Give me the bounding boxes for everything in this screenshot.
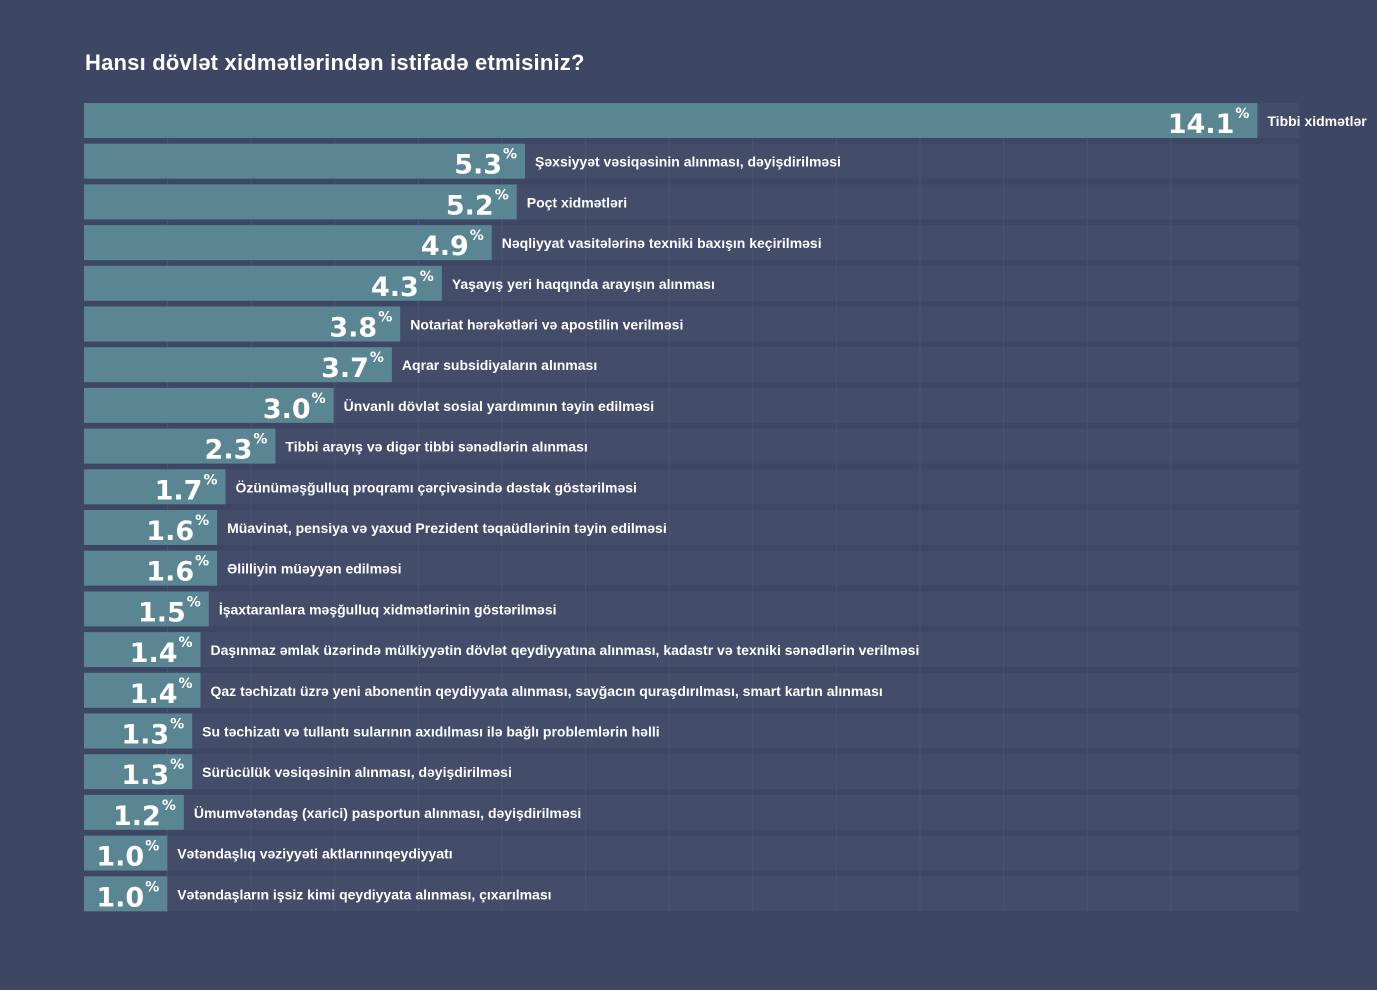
category-label: Özünüməşğulluq proqramı çərçivəsində dəs…: [235, 479, 636, 495]
category-label: İşaxtaranlara məşğulluq xidmətlərinin gö…: [219, 601, 557, 617]
value-label: 2.3: [205, 435, 253, 466]
bar-track: [84, 469, 1299, 505]
bar-track: [84, 876, 1299, 912]
category-label: Qaz təchizatı üzrə yeni abonentin qeydiy…: [211, 683, 883, 699]
value-unit: %: [178, 676, 192, 692]
value-unit: %: [503, 147, 517, 163]
value-label: 1.0: [96, 882, 144, 913]
category-label: Nəqliyyat vasitələrinə texniki baxışın k…: [502, 235, 822, 251]
value-label: 1.4: [130, 638, 178, 669]
category-label: Tibbi arayış və digər tibbi sənədlərin a…: [285, 439, 587, 455]
value-label: 3.8: [329, 313, 377, 344]
bar: [84, 225, 492, 261]
category-label: Ümumvətəndaş (xarici) pasportun alınması…: [194, 805, 581, 821]
value-label: 3.0: [263, 394, 311, 425]
category-label: Poçt xidmətləri: [527, 194, 627, 210]
value-label: 1.7: [155, 475, 203, 506]
value-unit: %: [312, 391, 326, 407]
value-unit: %: [145, 839, 159, 855]
value-label: 1.0: [96, 842, 144, 873]
bar: [84, 265, 442, 301]
bar: [84, 632, 201, 668]
value-unit: %: [370, 350, 384, 366]
value-label: 4.3: [371, 272, 419, 303]
bar-track: [84, 672, 1299, 708]
bar: [84, 347, 392, 383]
value-unit: %: [170, 717, 184, 733]
value-label: 3.7: [321, 353, 369, 384]
value-unit: %: [170, 757, 184, 773]
bar: [84, 428, 276, 464]
value-unit: %: [1235, 106, 1249, 122]
bar: [84, 713, 193, 749]
value-unit: %: [253, 432, 267, 448]
value-unit: %: [195, 513, 209, 529]
value-unit: %: [178, 635, 192, 651]
category-label: Daşınmaz əmlak üzərində mülkiyyətin dövl…: [211, 642, 920, 658]
value-unit: %: [420, 269, 434, 285]
category-label: Su təchizatı və tullantı sularının axıdı…: [202, 724, 659, 740]
bar-track: [84, 591, 1299, 627]
value-unit: %: [195, 554, 209, 570]
bar: [84, 876, 168, 912]
value-unit: %: [145, 879, 159, 895]
value-unit: %: [470, 228, 484, 244]
chart-title: Hansı dövlət xidmətlərindən istifadə etm…: [85, 50, 585, 75]
bar-track: [84, 713, 1299, 749]
value-label: 5.3: [454, 150, 502, 181]
bar: [84, 754, 193, 790]
value-unit: %: [187, 594, 201, 610]
bar: [84, 306, 401, 342]
bar: [84, 672, 201, 708]
bar: [84, 387, 334, 423]
bar-track: [84, 428, 1299, 464]
category-label: Vətəndaşlıq vəziyyəti aktlarınınqeydiyya…: [177, 846, 452, 862]
bar: [84, 510, 218, 545]
bar: [84, 794, 184, 830]
category-label: Sürücülük vəsiqəsinin alınması, dəyişdir…: [202, 764, 512, 780]
value-label: 1.3: [121, 760, 169, 791]
bar-track: [84, 794, 1299, 830]
value-label: 1.6: [146, 516, 194, 547]
category-label: Müavinət, pensiya və yaxud Prezident təq…: [227, 520, 667, 536]
category-label: Tibbi xidmətlər: [1267, 113, 1367, 129]
value-label: 4.9: [421, 231, 469, 262]
bar-track: [84, 632, 1299, 668]
value-label: 1.2: [113, 801, 161, 832]
bar: [84, 184, 517, 220]
category-label: Vətəndaşların işsiz kimi qeydiyyata alın…: [177, 886, 551, 902]
bar-track: [84, 835, 1299, 871]
bar-track: [84, 550, 1299, 586]
value-label: 14.1: [1168, 109, 1235, 140]
category-label: Yaşayış yeri haqqında arayışın alınması: [452, 276, 715, 292]
bar-track: [84, 510, 1299, 545]
value-unit: %: [378, 310, 392, 326]
category-label: Aqrar subsidiyaların alınması: [402, 357, 597, 373]
category-label: Notariat hərəkətləri və apostilin verilm…: [410, 317, 683, 333]
value-label: 1.4: [130, 679, 178, 710]
value-unit: %: [495, 187, 509, 203]
value-unit: %: [203, 472, 217, 488]
bar: [84, 591, 209, 627]
value-label: 1.5: [138, 597, 186, 628]
bar: [84, 550, 218, 586]
category-label: Ünvanlı dövlət sosial yardımının təyin e…: [344, 398, 654, 414]
category-label: Əlilliyin müəyyən edilməsi: [227, 561, 401, 577]
value-label: 5.2: [446, 190, 494, 221]
bar: [84, 469, 226, 505]
bar: [84, 835, 168, 871]
value-unit: %: [162, 798, 176, 814]
bar: [84, 103, 1258, 138]
value-label: 1.6: [146, 557, 194, 588]
bar: [84, 143, 526, 179]
value-label: 1.3: [121, 720, 169, 751]
bar-track: [84, 754, 1299, 790]
category-label: Şəxsiyyət vəsiqəsinin alınması, dəyişdir…: [535, 154, 841, 170]
